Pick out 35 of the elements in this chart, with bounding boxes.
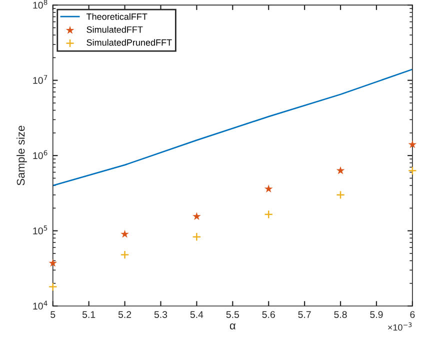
legend-label: TheoreticalFFT (86, 13, 148, 20)
x-tick-label: 6 (410, 311, 415, 318)
point (120, 230, 129, 238)
y-tick-label: 10$^{4}$ (33, 300, 48, 310)
x-tick-label: 5.7 (298, 311, 311, 318)
y-tick-label: 10$^{8}$ (33, 0, 48, 9)
text: ×10$^{−3}$ (388, 322, 412, 331)
point (264, 210, 274, 219)
point (192, 212, 201, 220)
y-tick-label: 10$^{6}$ (33, 150, 48, 160)
point (336, 166, 345, 174)
y-tick-label: 10$^{7}$ (33, 75, 48, 84)
x-tick-label: 5.8 (334, 311, 347, 318)
x-axis-title: α (230, 323, 236, 330)
y-tick-label: 10$^{5}$ (33, 226, 48, 234)
point (48, 258, 58, 267)
point (264, 184, 273, 192)
point (408, 166, 417, 176)
x-tick-label: 5.9 (370, 311, 383, 318)
y-axis-title: Sample size (16, 126, 27, 186)
point (408, 140, 417, 148)
point (192, 232, 202, 242)
point (48, 282, 58, 292)
x-tick-label: 5 (50, 311, 56, 318)
point (120, 250, 130, 260)
x-tick-label: 5.1 (82, 311, 96, 318)
x-tick-label: 5.5 (226, 311, 239, 318)
x-tick-label: 5.4 (190, 311, 204, 318)
point (336, 190, 345, 200)
legend-label: SimulatedFFT (86, 26, 143, 33)
x-tick-label: 5.2 (118, 311, 132, 318)
legend-label: SimulatedPrunedFFT (86, 39, 172, 46)
x-tick-label: 5.3 (154, 311, 168, 318)
line-series (52, 68, 412, 186)
x-tick-label: 5.6 (262, 311, 275, 318)
